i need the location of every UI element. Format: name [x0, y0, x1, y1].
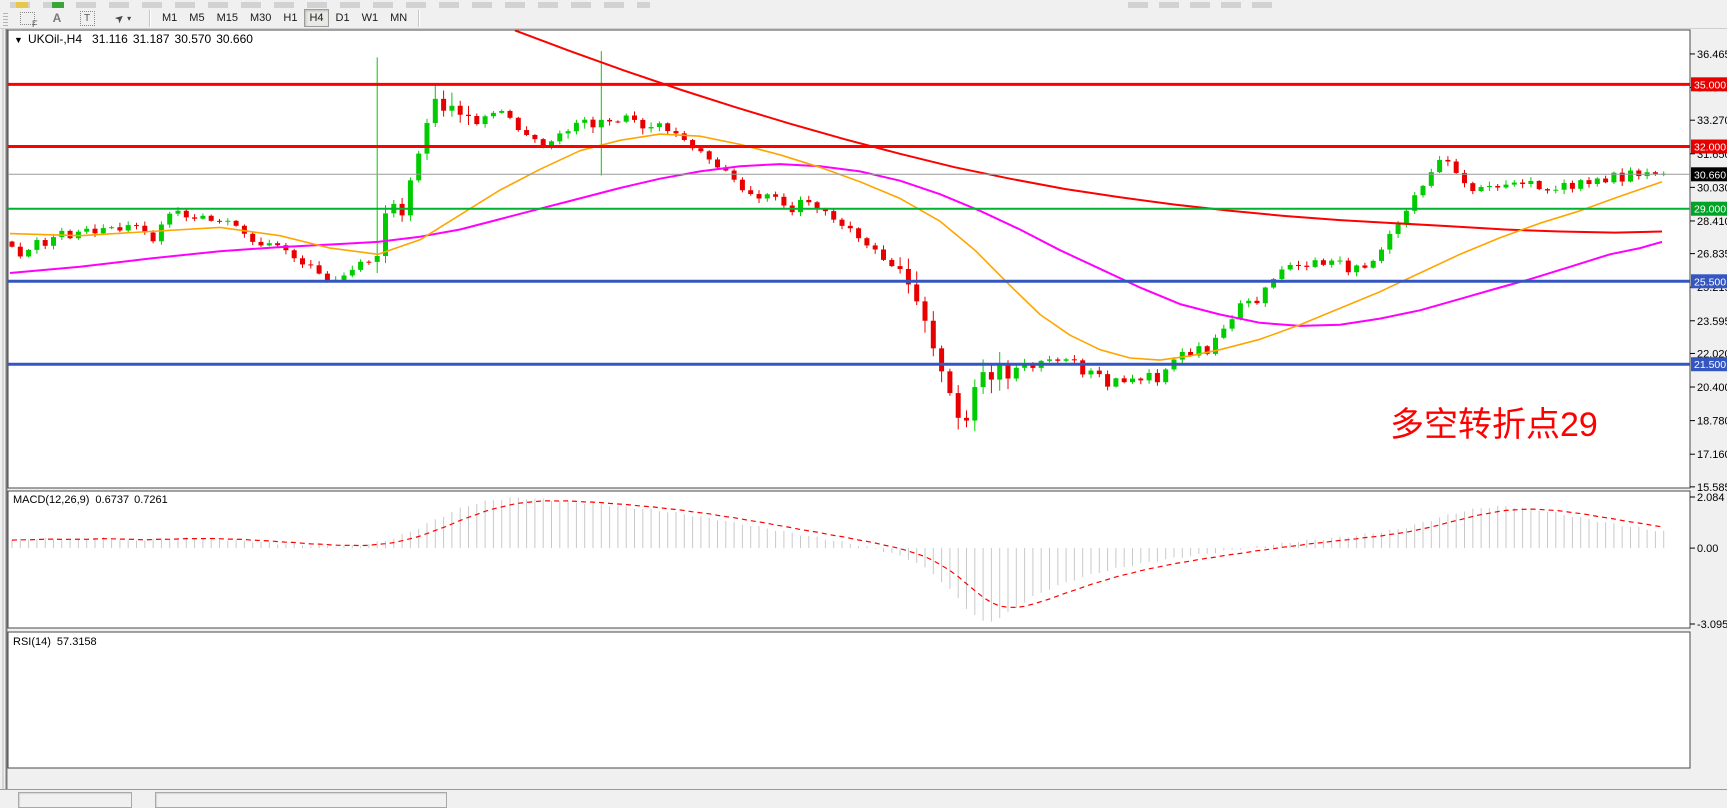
label-tool-icon: A — [52, 11, 62, 25]
moving-average-line — [9, 133, 1663, 361]
clipped-toolbar-row — [0, 0, 1727, 8]
symbol-dropdown-icon[interactable]: ▼ — [14, 35, 23, 45]
toolbar: F A T ➤ ▾ M1 M5 M15 M30 H1 H4 D1 W1 MN — [0, 8, 1727, 29]
price-badge-label: 32.000 — [1694, 142, 1726, 154]
y-axis-label: 20.400 — [1697, 382, 1727, 394]
macd-pane[interactable] — [7, 490, 1691, 629]
y-axis-label: 30.030 — [1697, 182, 1727, 194]
price-badge — [1691, 167, 1727, 182]
y-axis-label: 23.595 — [1697, 316, 1727, 328]
moving-average-line — [9, 163, 1663, 327]
chevron-down-icon: ▾ — [127, 13, 132, 23]
timeframe-m1-button[interactable]: M1 — [157, 9, 182, 27]
timeframe-mn-button[interactable]: MN — [385, 9, 412, 27]
price-badge — [1691, 139, 1727, 154]
y-axis-label: 17.160 — [1697, 449, 1727, 461]
timeframe-d1-button[interactable]: D1 — [331, 9, 355, 27]
status-box — [155, 792, 447, 808]
price-badge — [1691, 201, 1727, 216]
y-axis-label: 18.780 — [1697, 416, 1727, 428]
label-tool-button[interactable]: A — [43, 8, 71, 28]
clipped-icon — [16, 2, 28, 8]
text-tool-icon: T — [79, 10, 95, 26]
y-axis-label: 15.585 — [1697, 482, 1727, 494]
toolbar-separator — [418, 9, 421, 27]
annotation-text[interactable]: 多空转折点29 — [1390, 406, 1598, 444]
price-badge-label: 25.500 — [1694, 276, 1726, 288]
price-badge-label: 35.000 — [1694, 79, 1726, 91]
toolbar-drag-handle[interactable] — [3, 10, 8, 26]
fibonacci-tool-button[interactable]: F — [13, 8, 41, 29]
toolbar-separator — [149, 9, 151, 27]
price-badge — [1691, 274, 1727, 289]
y-axis-label: 28.410 — [1697, 216, 1727, 228]
timeframe-m15-button[interactable]: M15 — [212, 9, 243, 27]
fibonacci-icon: F — [19, 11, 38, 29]
y-axis-label: 36.465 — [1697, 49, 1727, 61]
rsi-label: RSI(14) 57.3158 — [13, 636, 97, 648]
text-tool-button[interactable]: T — [73, 8, 101, 28]
price-badge — [1691, 77, 1727, 92]
price-badge-label: 29.000 — [1694, 204, 1726, 216]
price-badge — [1691, 357, 1727, 372]
status-bar — [0, 789, 1727, 808]
price-badge-label: 30.660 — [1694, 169, 1726, 181]
shapes-tool-button[interactable]: ➤ ▾ — [103, 8, 143, 28]
macd-label: MACD(12,26,9) 0.6737 0.7261 — [13, 494, 168, 506]
price-badge-label: 21.500 — [1694, 359, 1726, 371]
macd-axis-label: 0.00 — [1697, 543, 1718, 555]
y-axis-label: 33.270 — [1697, 115, 1727, 127]
timeframe-w1-button[interactable]: W1 — [357, 9, 384, 27]
clipped-icon — [52, 2, 64, 8]
timeframe-h4-button[interactable]: H4 — [304, 9, 329, 27]
macd-axis-label: 2.084 — [1697, 492, 1725, 504]
status-box — [18, 792, 132, 808]
moving-average-line — [514, 29, 1663, 234]
rsi-pane[interactable] — [7, 631, 1691, 769]
y-axis-label: 26.835 — [1697, 249, 1727, 261]
timeframe-m30-button[interactable]: M30 — [245, 9, 276, 27]
macd-axis-label: -3.0957 — [1697, 619, 1727, 631]
main-price-pane[interactable] — [7, 29, 1691, 489]
chart-title: UKOil-,H4 31.116 31.187 30.570 30.660 — [28, 32, 253, 46]
timeframe-m5-button[interactable]: M5 — [184, 9, 209, 27]
timeframe-h1-button[interactable]: H1 — [278, 9, 302, 27]
